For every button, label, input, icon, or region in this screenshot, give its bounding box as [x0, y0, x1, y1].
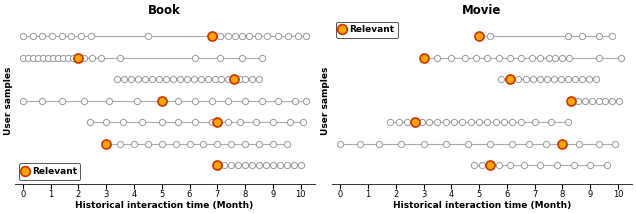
X-axis label: Historical interaction time (Month): Historical interaction time (Month) [76, 201, 254, 210]
X-axis label: Historical interaction time (Month): Historical interaction time (Month) [392, 201, 571, 210]
Y-axis label: User samples: User samples [4, 67, 13, 135]
Y-axis label: User samples: User samples [321, 67, 331, 135]
Title: Movie: Movie [462, 4, 502, 17]
Legend: Relevant: Relevant [336, 22, 398, 38]
Legend: Relevant: Relevant [19, 163, 80, 180]
Title: Book: Book [148, 4, 181, 17]
